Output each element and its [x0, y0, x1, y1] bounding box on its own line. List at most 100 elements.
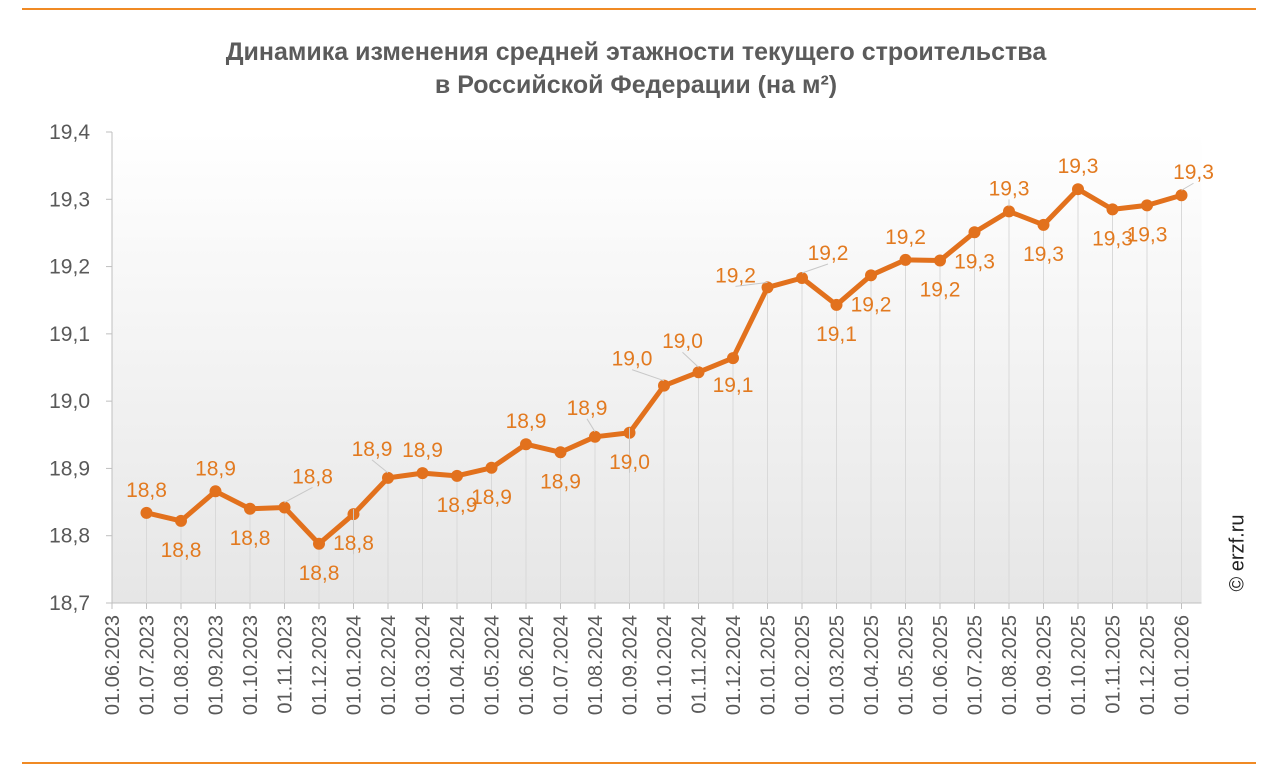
data-label: 18,9: [352, 438, 393, 461]
watermark: © erzf.ru: [1226, 514, 1249, 592]
data-label: 19,3: [1023, 243, 1064, 266]
data-label: 18,9: [437, 494, 478, 517]
data-point: [830, 298, 843, 311]
x-tick-label: 01.11.2025: [1103, 615, 1125, 714]
data-label: 19,3: [1092, 227, 1133, 250]
data-label: 19,1: [713, 374, 754, 397]
data-point: [692, 366, 705, 379]
data-point: [416, 467, 429, 480]
x-tick-label: 01.10.2025: [1068, 615, 1090, 715]
y-tick-label: 19,1: [49, 323, 90, 346]
x-tick-label: 01.01.2025: [758, 615, 780, 715]
x-tick-label: 01.12.2025: [1137, 615, 1159, 715]
data-label: 19,1: [816, 323, 857, 346]
data-label: 18,8: [126, 479, 167, 502]
y-tick-label: 19,4: [49, 121, 90, 144]
label-leader: [735, 281, 768, 287]
x-tick-label: 01.02.2025: [792, 615, 814, 715]
x-tick-label: 01.06.2025: [930, 615, 952, 715]
data-label: 19,0: [609, 451, 650, 474]
data-label: 19,2: [715, 264, 756, 287]
data-point: [865, 269, 877, 282]
data-point: [485, 461, 498, 474]
chart-title-line-1: Динамика изменения средней этажности тек…: [225, 38, 1047, 66]
data-point: [589, 430, 601, 443]
data-label: 18,9: [567, 397, 608, 420]
y-tick-label: 19,3: [49, 188, 90, 211]
x-tick-label: 01.04.2024: [447, 615, 469, 715]
data-point: [1037, 218, 1050, 231]
x-tick-label: 01.04.2025: [861, 615, 883, 715]
x-tick-label: 01.08.2025: [999, 615, 1021, 715]
data-label: 18,8: [161, 539, 202, 562]
bottom-rule: [22, 762, 1256, 764]
data-label: 19,2: [808, 242, 849, 265]
data-point: [899, 253, 912, 266]
data-point: [520, 438, 532, 451]
data-point: [968, 226, 981, 239]
data-point: [727, 352, 739, 365]
y-tick-label: 18,9: [49, 457, 90, 480]
data-label: 19,3: [989, 177, 1030, 200]
data-label: 19,0: [612, 348, 653, 371]
data-label: 19,3: [1173, 161, 1214, 184]
data-label: 18,8: [230, 527, 271, 550]
label-leader: [1181, 182, 1194, 191]
x-tick-label: 01.05.2025: [896, 615, 918, 715]
label-leader: [371, 459, 389, 474]
x-tick-label: 01.08.2023: [171, 615, 193, 715]
data-label: 18,9: [471, 486, 512, 509]
x-tick-label: 01.09.2025: [1034, 615, 1056, 715]
data-point: [175, 514, 187, 527]
data-label: 18,9: [506, 410, 547, 433]
x-tick-label: 01.11.2024: [689, 615, 711, 714]
x-tick-label: 01.03.2024: [413, 615, 435, 715]
data-point: [761, 281, 774, 294]
x-tick-label: 01.06.2023: [102, 615, 124, 715]
label-leader: [284, 487, 313, 503]
x-tick-label: 01.10.2024: [654, 615, 676, 715]
label-leader: [801, 263, 829, 274]
x-tick-label: 01.12.2023: [309, 615, 331, 715]
label-leader: [682, 351, 699, 368]
data-point: [140, 506, 153, 519]
data-point: [313, 537, 325, 550]
data-point: [1106, 203, 1119, 216]
chart-title-line-2: в Российской Федерации (на м²): [434, 71, 838, 99]
x-tick-label: 01.05.2024: [482, 615, 504, 715]
data-label: 19,3: [954, 250, 995, 273]
data-point: [658, 379, 670, 392]
data-label: 19,3: [1127, 223, 1168, 246]
x-tick-label: 01.03.2025: [827, 615, 849, 715]
x-tick-label: 01.12.2024: [723, 615, 745, 715]
data-point: [1003, 205, 1015, 218]
data-label: 18,9: [195, 457, 236, 480]
data-point: [554, 446, 567, 459]
x-tick-label: 01.01.2026: [1172, 615, 1194, 715]
data-point: [451, 469, 463, 482]
data-point: [1175, 189, 1188, 202]
data-point: [1141, 199, 1153, 212]
plot-background: [112, 132, 1202, 603]
data-point: [209, 485, 222, 498]
y-tick-label: 19,2: [49, 256, 90, 279]
data-label: 19,2: [920, 279, 961, 302]
x-tick-label: 01.07.2023: [137, 615, 159, 715]
data-label: 18,8: [292, 465, 333, 488]
x-tick-label: 01.07.2024: [551, 615, 573, 715]
data-label: 18,9: [540, 470, 581, 493]
data-label: 18,9: [402, 439, 443, 462]
data-label: 18,8: [333, 532, 374, 555]
data-label: 19,3: [1058, 155, 1099, 178]
data-point: [382, 471, 394, 484]
y-tick-label: 19,0: [49, 390, 90, 413]
data-point: [796, 272, 808, 285]
x-tick-label: 01.02.2024: [378, 615, 400, 715]
top-rule: [22, 8, 1256, 10]
label-leader: [631, 369, 665, 382]
data-point: [244, 502, 256, 515]
x-tick-label: 01.07.2025: [965, 615, 987, 715]
x-tick-label: 01.10.2023: [240, 615, 262, 715]
data-point: [278, 501, 291, 514]
